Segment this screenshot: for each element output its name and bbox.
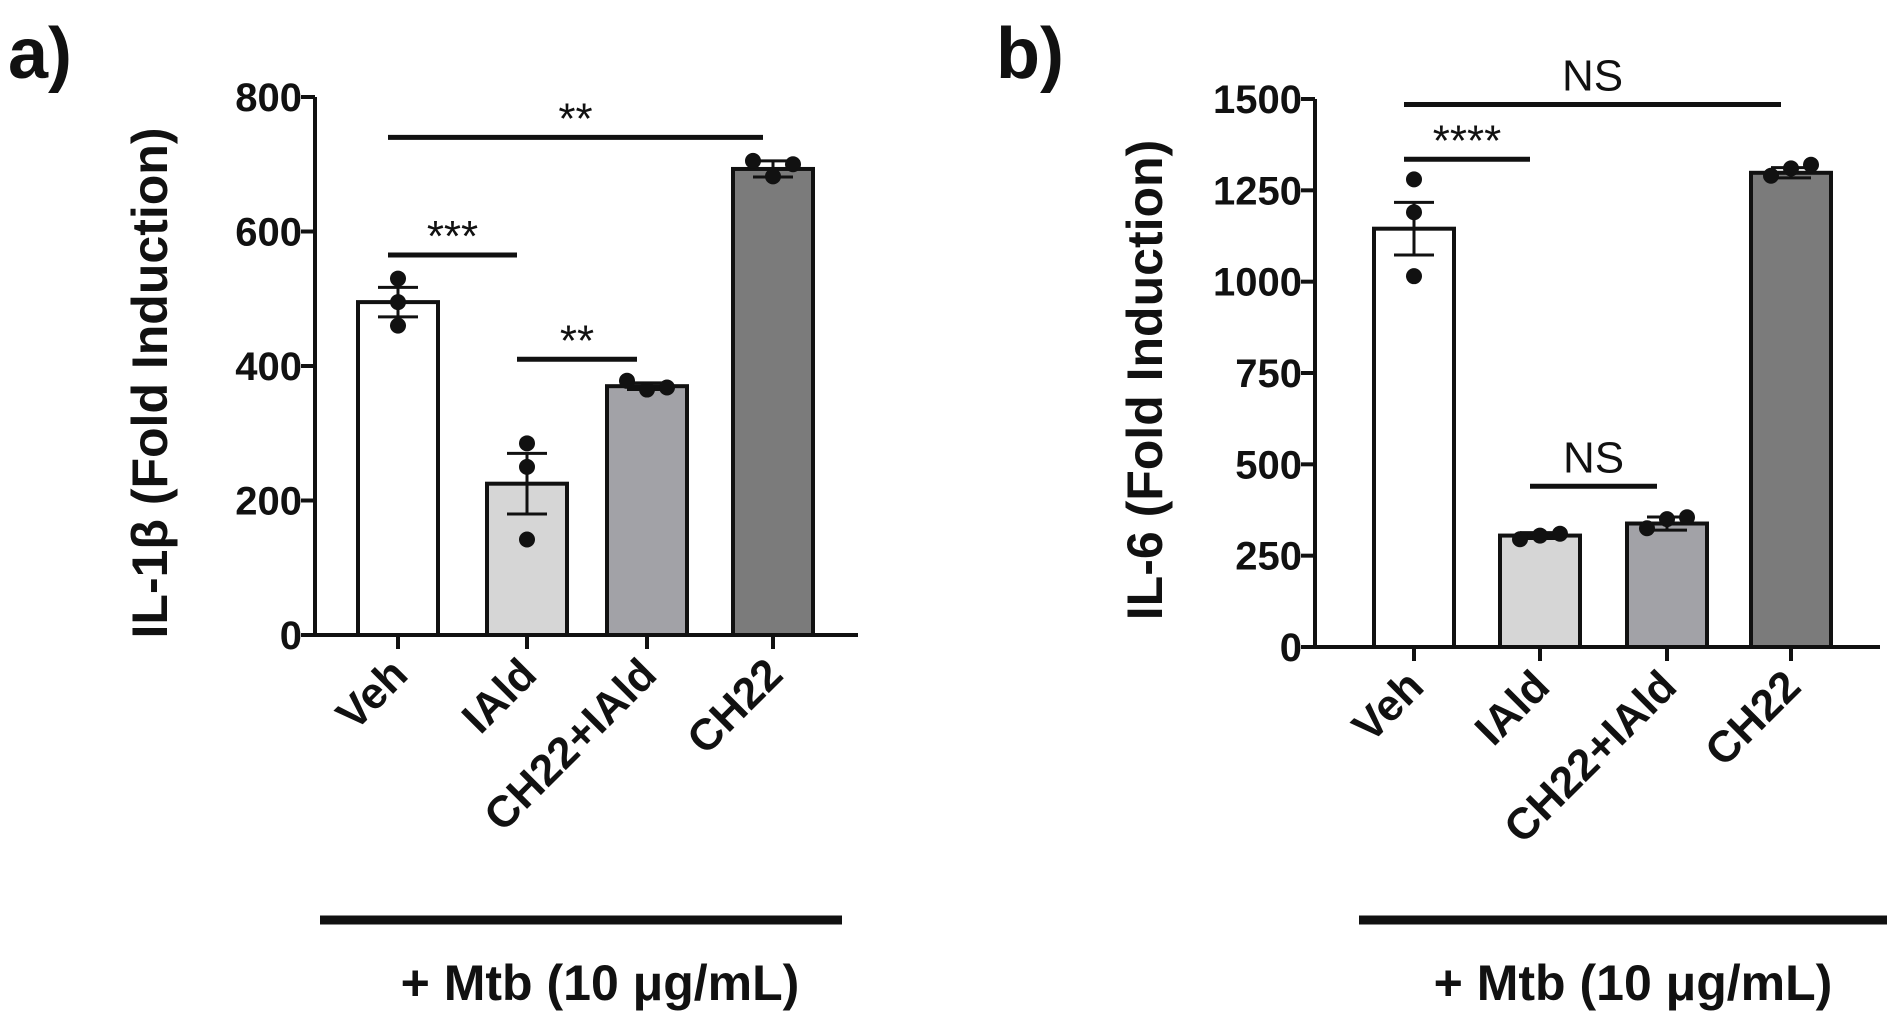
panel-a-data-point	[519, 531, 535, 548]
panel-a-y-tick-label: 0	[280, 614, 302, 658]
panel-b-x-tick-label: Veh	[1343, 661, 1433, 751]
panel-a-data-point	[519, 435, 535, 452]
panel-a-x-tick-label: Veh	[327, 649, 417, 739]
panel-b-data-point	[1532, 527, 1548, 544]
panel-b-x-tick-label: IAld	[1466, 661, 1559, 754]
panel-a-data-point	[519, 458, 535, 475]
panel-b-significance-label: NS	[1563, 433, 1624, 482]
panel-a-data-point	[765, 168, 781, 185]
panel-a-y-tick-label: 800	[235, 76, 302, 120]
panel-b-data-point	[1406, 171, 1422, 188]
panel-b-y-tick-label: 1500	[1213, 78, 1302, 122]
panel-a-group-label: + Mtb (10 μg/mL)	[401, 955, 800, 1011]
panel-b-group-label: + Mtb (10 μg/mL)	[1434, 955, 1833, 1011]
panel-b-y-tick-label: 0	[1280, 626, 1302, 670]
panel-a-label: a)	[8, 14, 72, 94]
panel-a-y-axis-title: IL-1β (Fold Induction)	[122, 128, 178, 639]
panel-a-data-point	[745, 152, 761, 169]
panel-a-bar-veh	[356, 300, 440, 637]
panel-a-y-tick-label: 200	[235, 480, 302, 524]
panel-b-significance-label: ****	[1433, 116, 1502, 165]
panel-b-bar-iald	[1498, 533, 1582, 649]
panel-a-data-point	[390, 317, 406, 334]
panel-a-il1b-chart: a) IL-1β (Fold Induction) + Mtb (10 μg/m…	[8, 14, 858, 1011]
panel-b-y-tick-label: 500	[1235, 443, 1302, 487]
panel-b-y-tick-label: 1000	[1213, 261, 1302, 305]
panel-b-data-point	[1552, 525, 1568, 542]
panel-b-bar-veh	[1372, 226, 1456, 649]
panel-b-significance-label: NS	[1562, 51, 1623, 100]
panel-b-data-point	[1659, 511, 1675, 528]
panel-a-y-tick-label: 600	[235, 211, 302, 255]
panel-b-data-point	[1512, 531, 1528, 548]
panel-b-y-axis-title: IL-6 (Fold Induction)	[1117, 140, 1173, 620]
panel-a-y-tick-label: 400	[235, 345, 302, 389]
panel-a-data-point	[619, 372, 635, 389]
panel-b-data-point	[1406, 204, 1422, 221]
panel-a-data-point	[785, 156, 801, 173]
panel-b-data-point	[1803, 156, 1819, 173]
panel-b-data-point	[1783, 160, 1799, 177]
panel-a-significance-label: **	[558, 94, 592, 143]
panel-b-data-point	[1679, 509, 1695, 526]
panel-a-bar-ch22-iald	[605, 384, 689, 637]
panel-a-data-point	[390, 294, 406, 311]
panel-b-x-tick-label: CH22	[1696, 661, 1810, 775]
panel-b-label: b)	[996, 14, 1064, 94]
panel-a-x-tick-label: IAld	[453, 649, 546, 742]
panel-b-bar-ch22-iald	[1625, 521, 1709, 649]
panel-b-y-tick-label: 750	[1235, 352, 1302, 396]
panel-b-bar-ch22	[1749, 170, 1833, 649]
panel-b-y-tick-label: 1250	[1213, 169, 1302, 213]
panel-a-significance-label: ***	[427, 212, 478, 261]
panel-a-data-point	[639, 381, 655, 398]
panel-a-x-tick-label: CH22	[678, 649, 792, 763]
panel-b-data-point	[1763, 167, 1779, 184]
panel-b-y-tick-label: 250	[1235, 535, 1302, 579]
panel-b-data-point	[1639, 520, 1655, 537]
panel-b-data-point	[1406, 268, 1422, 285]
panel-a-data-point	[659, 379, 675, 396]
panel-a-significance-label: **	[560, 316, 594, 365]
panel-a-bar-ch22	[731, 166, 815, 638]
panel-a-data-point	[390, 270, 406, 287]
panel-b-il6-chart: b) IL-6 (Fold Induction) + Mtb (10 μg/mL…	[996, 14, 1887, 1011]
